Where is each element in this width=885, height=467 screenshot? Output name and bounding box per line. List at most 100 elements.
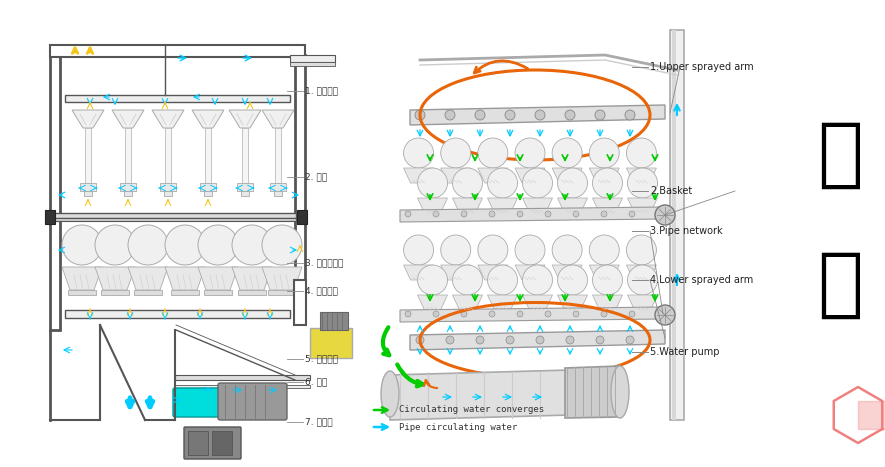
Polygon shape (627, 295, 658, 310)
Text: 1.Upper sprayed arm: 1.Upper sprayed arm (650, 62, 754, 72)
Bar (175, 375, 310, 380)
Circle shape (489, 211, 495, 217)
Bar (125, 128, 131, 183)
Polygon shape (515, 265, 545, 280)
Circle shape (601, 311, 607, 317)
Circle shape (627, 168, 658, 198)
Polygon shape (198, 267, 238, 290)
Polygon shape (522, 198, 552, 213)
Circle shape (433, 311, 439, 317)
FancyBboxPatch shape (173, 388, 227, 417)
Polygon shape (858, 401, 885, 429)
Text: 5. 干燥風機: 5. 干燥風機 (305, 354, 338, 363)
Polygon shape (558, 295, 588, 310)
Circle shape (461, 311, 467, 317)
Polygon shape (400, 307, 663, 322)
Text: 3.Pipe network: 3.Pipe network (650, 226, 723, 236)
Circle shape (515, 138, 545, 168)
Polygon shape (192, 110, 224, 128)
Circle shape (558, 265, 588, 295)
Text: 1. 上頂淋管: 1. 上頂淋管 (305, 86, 338, 95)
Bar (204, 191, 212, 196)
Circle shape (535, 110, 545, 120)
Circle shape (452, 265, 482, 295)
Polygon shape (262, 110, 294, 128)
Circle shape (198, 225, 238, 265)
Circle shape (545, 211, 551, 217)
Circle shape (655, 205, 675, 225)
Circle shape (595, 110, 605, 120)
Circle shape (573, 211, 579, 217)
Polygon shape (627, 168, 657, 183)
Bar (68, 290, 96, 295)
Circle shape (433, 211, 439, 217)
Bar (124, 191, 132, 196)
Circle shape (596, 336, 604, 344)
Circle shape (489, 311, 495, 317)
Circle shape (478, 235, 508, 265)
Bar (101, 290, 129, 295)
Bar (320, 312, 348, 330)
Circle shape (629, 211, 635, 217)
Bar (50, 218, 296, 221)
Polygon shape (589, 168, 620, 183)
Circle shape (415, 110, 425, 120)
Circle shape (475, 110, 485, 120)
Circle shape (626, 336, 634, 344)
Polygon shape (418, 295, 448, 310)
Circle shape (446, 336, 454, 344)
Circle shape (404, 138, 434, 168)
Polygon shape (152, 110, 184, 128)
Circle shape (592, 168, 622, 198)
Text: 理: 理 (817, 248, 863, 322)
Circle shape (62, 225, 102, 265)
Bar (670, 30, 684, 420)
Circle shape (545, 311, 551, 317)
Circle shape (262, 225, 302, 265)
Circle shape (404, 235, 434, 265)
Bar (165, 128, 171, 183)
Polygon shape (558, 198, 588, 213)
Polygon shape (592, 198, 622, 213)
Bar (175, 385, 310, 388)
Bar (268, 290, 296, 295)
Polygon shape (488, 295, 518, 310)
Circle shape (625, 110, 635, 120)
FancyBboxPatch shape (184, 427, 241, 459)
Bar (238, 290, 266, 295)
Polygon shape (488, 198, 518, 213)
Polygon shape (50, 55, 60, 330)
Bar (237, 183, 253, 191)
Polygon shape (418, 198, 448, 213)
Bar (171, 290, 199, 295)
FancyBboxPatch shape (218, 383, 287, 420)
Bar (200, 183, 216, 191)
Circle shape (405, 311, 411, 317)
Circle shape (488, 168, 518, 198)
Circle shape (418, 168, 448, 198)
Circle shape (558, 168, 588, 198)
Bar (290, 55, 335, 62)
Text: 7. 變頻器: 7. 變頻器 (305, 417, 333, 426)
Circle shape (629, 311, 635, 317)
Polygon shape (452, 295, 482, 310)
Circle shape (478, 138, 508, 168)
Text: Circulating water converges: Circulating water converges (399, 405, 544, 415)
Polygon shape (404, 168, 434, 183)
Bar (672, 30, 676, 420)
Bar (274, 191, 282, 196)
Text: 4. 下頂淋管: 4. 下頂淋管 (305, 286, 338, 296)
Polygon shape (592, 295, 622, 310)
Bar (80, 183, 96, 191)
Circle shape (506, 336, 514, 344)
Polygon shape (400, 207, 663, 222)
Polygon shape (627, 198, 658, 213)
Text: 2. 噴桿: 2. 噴桿 (305, 172, 327, 182)
Polygon shape (410, 330, 665, 350)
Polygon shape (589, 265, 620, 280)
Circle shape (601, 211, 607, 217)
Polygon shape (552, 265, 582, 280)
Bar (270, 183, 286, 191)
Polygon shape (452, 198, 482, 213)
Text: 6. 水泵: 6. 水泵 (305, 377, 327, 387)
